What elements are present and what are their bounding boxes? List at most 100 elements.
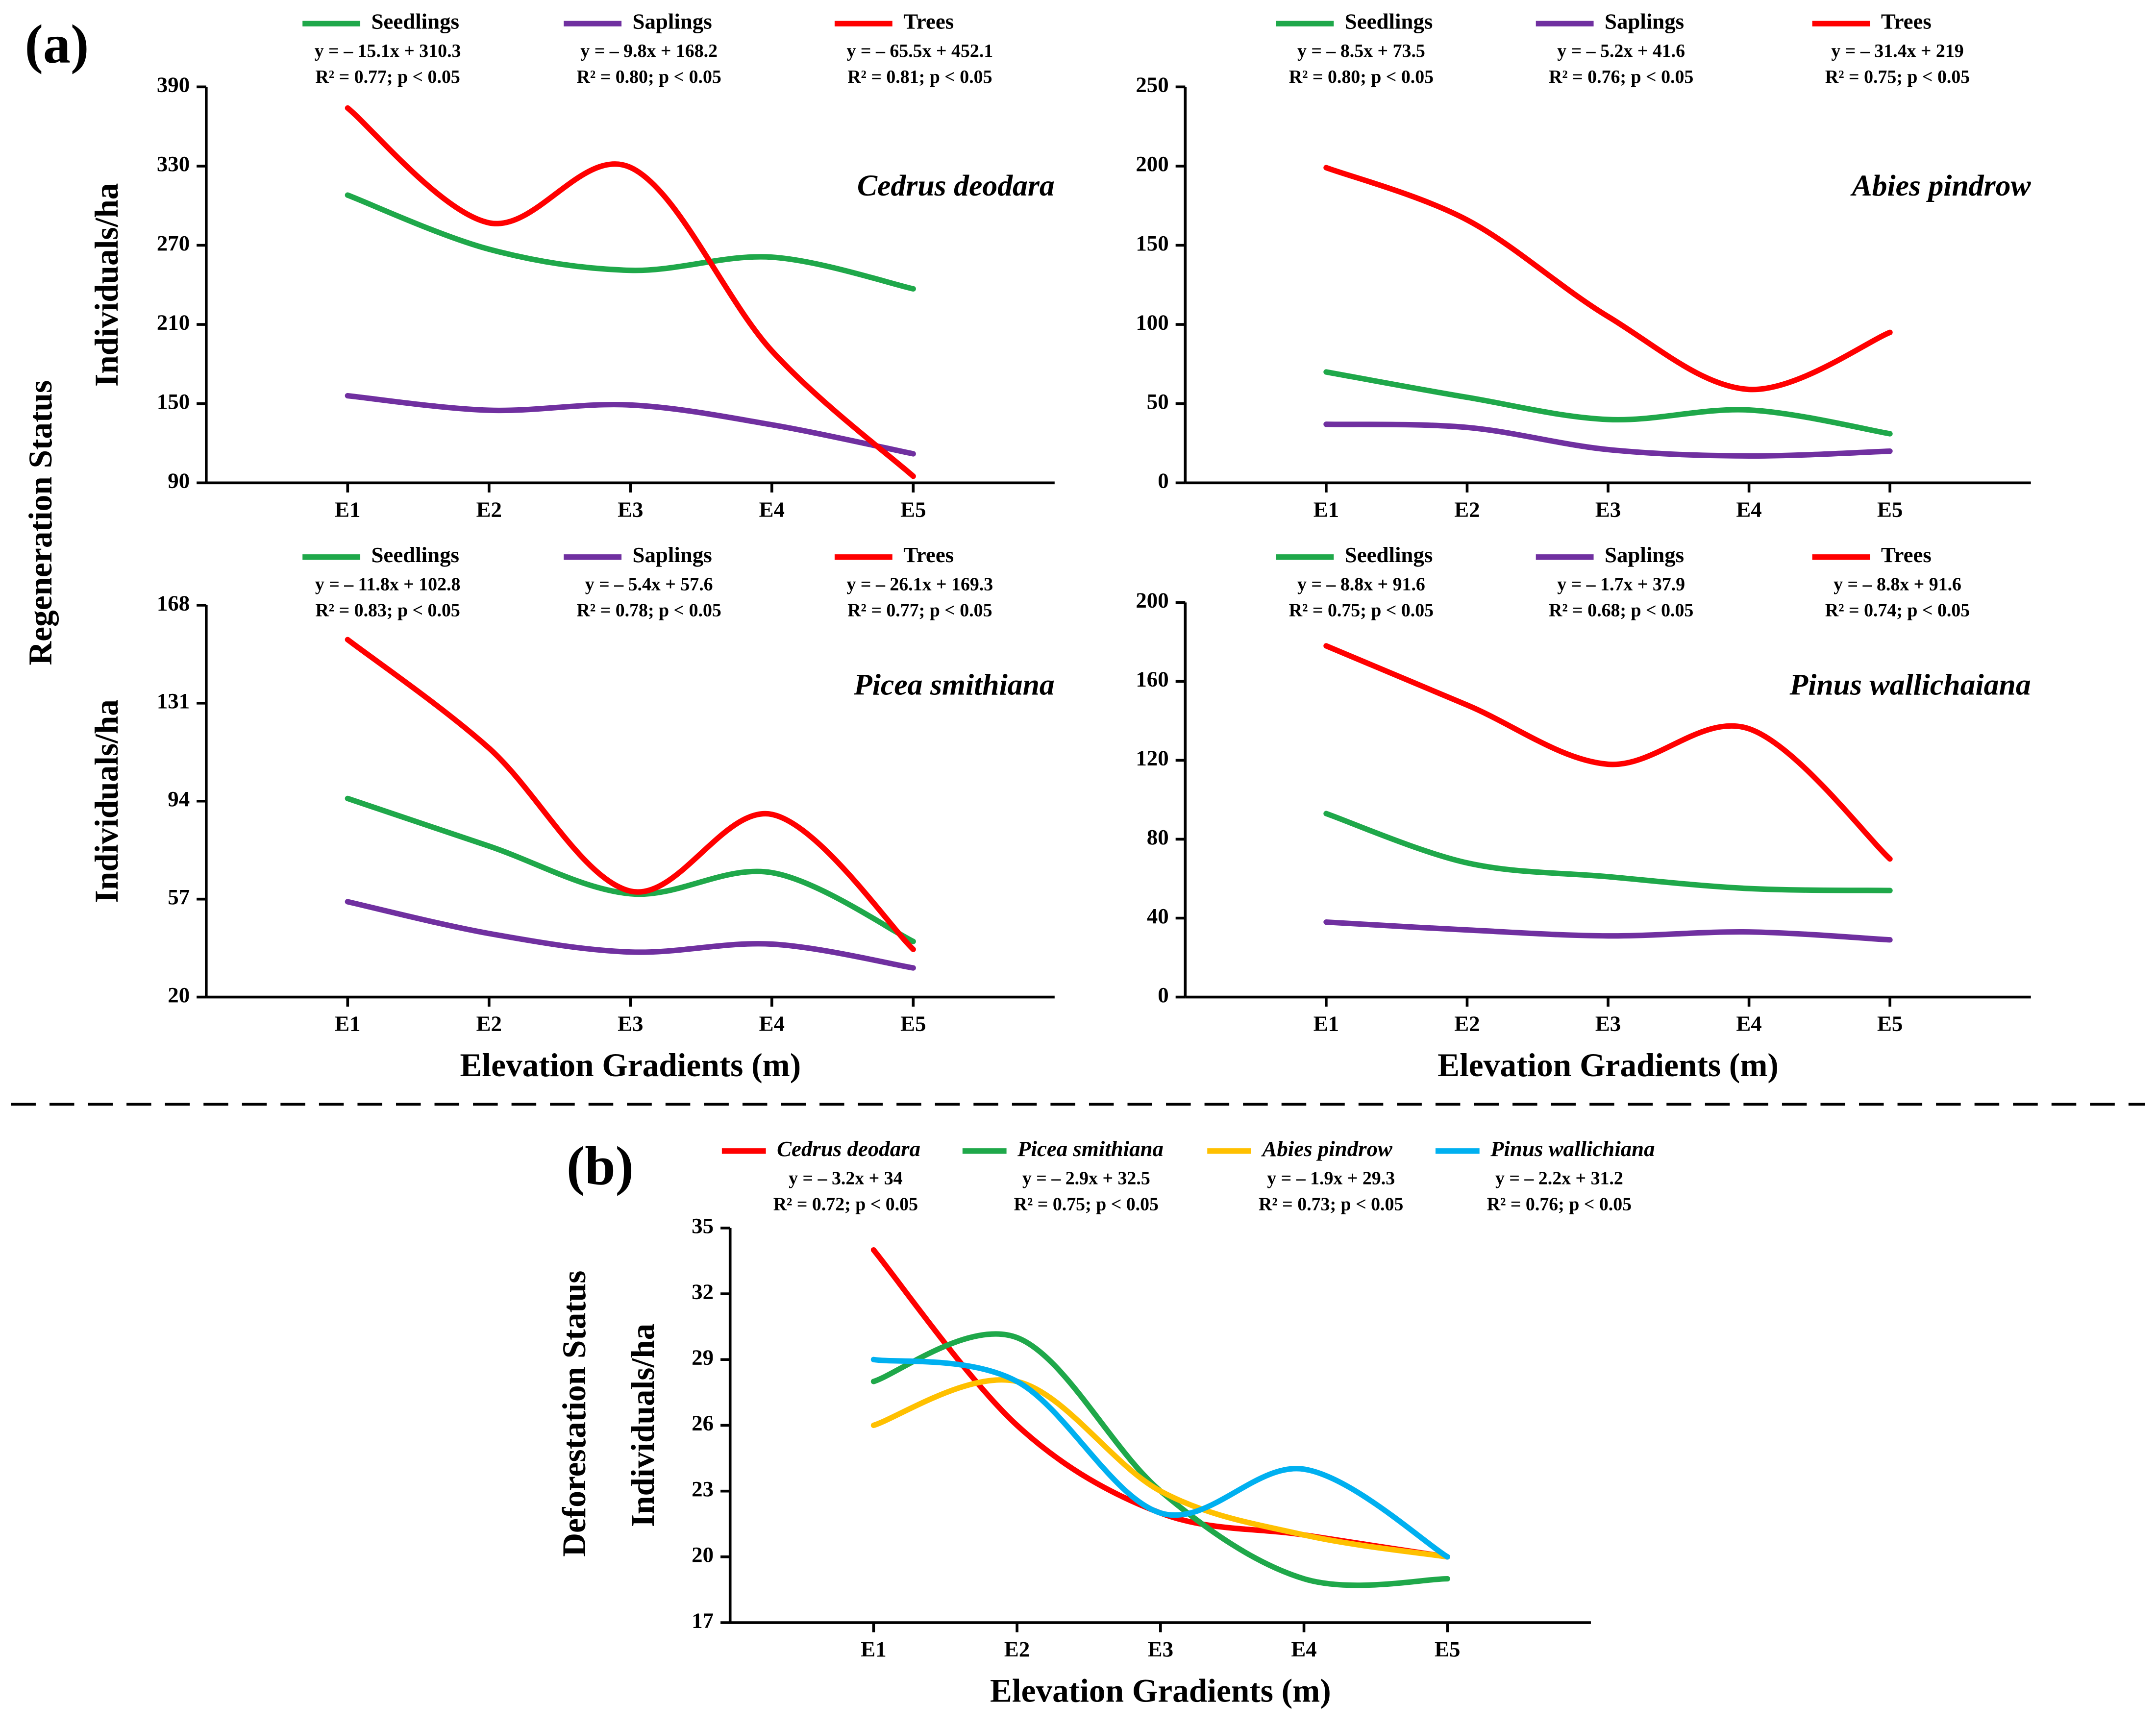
y-tick-label: 90	[168, 468, 190, 493]
y-tick-label: 80	[1147, 825, 1169, 849]
legend-label: Saplings	[1605, 9, 1684, 34]
x-tick-label: E4	[1736, 1011, 1761, 1036]
legend-label: Trees	[903, 9, 954, 34]
y-tick-label: 200	[1136, 151, 1168, 176]
x-tick-label: E3	[618, 497, 643, 521]
series-line	[1323, 643, 1893, 862]
y-tick-label: 20	[692, 1542, 714, 1567]
y-tick-label: 100	[1136, 310, 1168, 334]
legend-label: Seedlings	[1345, 9, 1433, 34]
panel-label: (b)	[567, 1136, 634, 1197]
legend-label: Seedlings	[371, 9, 459, 34]
legend-label: Saplings	[633, 9, 712, 34]
x-tick-label: E4	[759, 497, 785, 521]
series-line	[870, 1377, 1450, 1560]
series-line	[345, 393, 916, 457]
y-tick-label: 29	[692, 1345, 714, 1370]
legend-r2: R² = 0.77; p < 0.05	[847, 600, 992, 621]
legend-r2: R² = 0.77; p < 0.05	[315, 67, 460, 87]
x-tick-label: E3	[618, 1011, 643, 1036]
y-tick-label: 160	[1136, 667, 1168, 691]
legend-equation: y = – 1.7x + 37.9	[1557, 574, 1685, 594]
y-tick-label: 20	[168, 983, 190, 1007]
x-axis-title: Elevation Gradients (m)	[1437, 1047, 1779, 1084]
x-tick-label: E1	[335, 497, 360, 521]
legend-r2: R² = 0.75; p < 0.05	[1825, 67, 1970, 87]
x-tick-label: E1	[1313, 1011, 1339, 1036]
legend-r2: R² = 0.80; p < 0.05	[1289, 67, 1434, 87]
legend-label: Trees	[1881, 9, 1932, 34]
series-line	[1323, 165, 1893, 393]
legend-label: Trees	[903, 542, 954, 567]
group-title: Regeneration Status	[22, 380, 59, 666]
y-tick-label: 26	[692, 1411, 714, 1435]
legend-equation: y = – 11.8x + 102.8	[315, 574, 461, 594]
legend-label: Trees	[1881, 542, 1932, 567]
chart-title: Pinus wallichaiana	[1789, 668, 2031, 701]
y-tick-label: 120	[1136, 746, 1168, 770]
x-tick-label: E3	[1595, 1011, 1621, 1036]
x-tick-label: E5	[1877, 497, 1903, 521]
series-line	[870, 1356, 1450, 1560]
legend-equation: y = – 2.2x + 31.2	[1495, 1168, 1623, 1188]
series-line	[345, 105, 916, 479]
series-line	[1323, 811, 1893, 893]
y-tick-label: 210	[157, 310, 190, 334]
y-tick-label: 32	[692, 1279, 714, 1304]
x-tick-label: E1	[861, 1637, 886, 1661]
legend-equation: y = – 9.8x + 168.2	[580, 41, 718, 61]
y-tick-label: 0	[1158, 468, 1168, 493]
chart-title: Abies pindrow	[1850, 169, 2031, 202]
x-tick-label: E2	[476, 1011, 502, 1036]
chart-title: Picea smithiana	[853, 668, 1055, 701]
legend-label: Abies pindrow	[1261, 1136, 1393, 1161]
x-tick-label: E1	[1313, 497, 1339, 521]
x-tick-label: E4	[759, 1011, 785, 1036]
legend-equation: y = – 31.4x + 219	[1831, 41, 1963, 61]
x-tick-label: E5	[900, 497, 926, 521]
legend-label: Pinus wallichiana	[1490, 1136, 1655, 1161]
y-tick-label: 200	[1136, 588, 1168, 613]
legend-label: Seedlings	[1345, 542, 1433, 567]
y-tick-label: 94	[168, 787, 190, 811]
y-axis-title: Individuals/ha	[88, 183, 125, 387]
chart-title: Cedrus deodara	[857, 169, 1055, 202]
legend-equation: y = – 1.9x + 29.3	[1267, 1168, 1395, 1188]
y-tick-label: 250	[1136, 73, 1168, 97]
group-title: Deforestation Status	[556, 1271, 593, 1557]
series-line	[1323, 421, 1893, 459]
legend-equation: y = – 5.4x + 57.6	[585, 574, 713, 594]
x-tick-label: E1	[335, 1011, 360, 1036]
legend-r2: R² = 0.78; p < 0.05	[577, 600, 721, 621]
legend-label: Saplings	[633, 542, 712, 567]
series-line	[1323, 369, 1893, 437]
legend-label: Cedrus deodara	[777, 1136, 920, 1161]
legend-equation: y = – 8.5x + 73.5	[1297, 41, 1425, 61]
legend-equation: y = – 26.1x + 169.3	[847, 574, 993, 594]
x-axis-title: Elevation Gradients (m)	[460, 1047, 801, 1084]
y-axis-title: Individuals/ha	[88, 699, 125, 903]
legend-r2: R² = 0.76; p < 0.05	[1549, 67, 1693, 87]
y-tick-label: 131	[157, 689, 190, 713]
legend-equation: y = – 65.5x + 452.1	[847, 41, 993, 61]
panel-label: (a)	[25, 14, 89, 74]
x-tick-label: E2	[1454, 497, 1480, 521]
legend-r2: R² = 0.80; p < 0.05	[577, 67, 721, 87]
y-tick-label: 17	[692, 1608, 714, 1632]
y-tick-label: 150	[1136, 231, 1168, 255]
legend-r2: R² = 0.76; p < 0.05	[1487, 1194, 1632, 1215]
y-tick-label: 57	[168, 885, 190, 909]
legend-equation: y = – 8.8x + 91.6	[1297, 574, 1425, 594]
y-tick-label: 35	[692, 1213, 714, 1238]
x-tick-label: E5	[1877, 1011, 1903, 1036]
y-tick-label: 168	[157, 591, 190, 615]
series-line	[345, 192, 916, 292]
series-line	[1323, 919, 1893, 943]
legend-r2: R² = 0.83; p < 0.05	[315, 600, 460, 621]
legend-label: Seedlings	[371, 542, 459, 567]
y-tick-label: 0	[1158, 983, 1168, 1007]
legend-r2: R² = 0.74; p < 0.05	[1825, 600, 1970, 621]
y-tick-label: 23	[692, 1477, 714, 1501]
x-tick-label: E5	[1435, 1637, 1460, 1661]
